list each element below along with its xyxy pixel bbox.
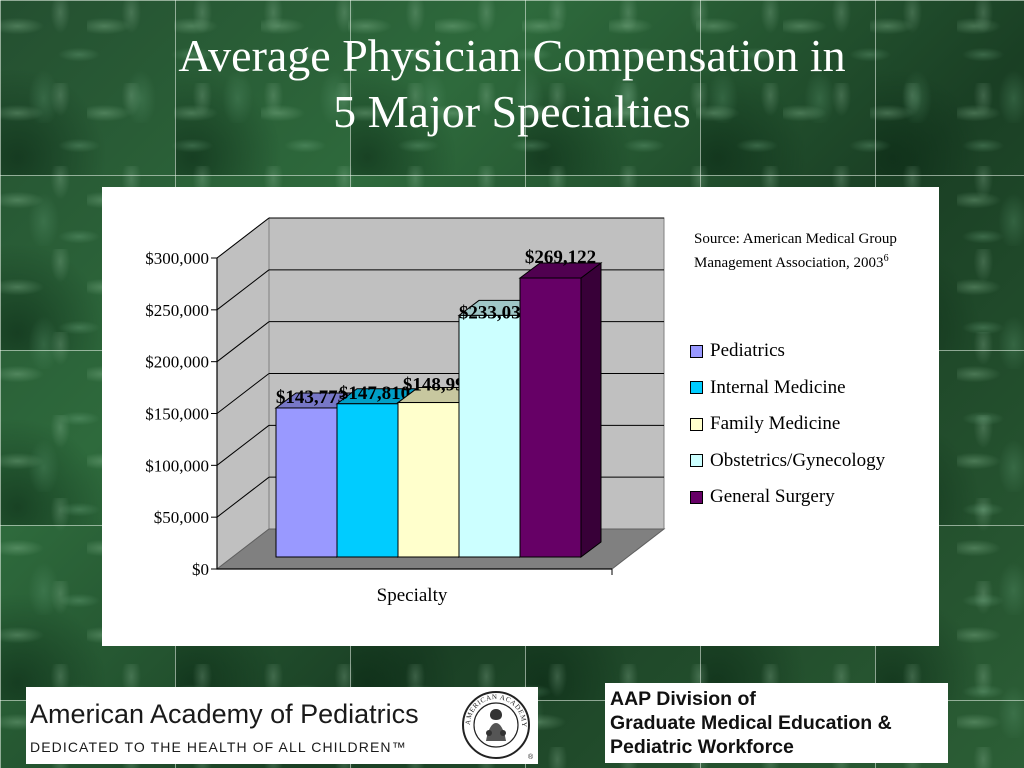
gridline-side — [216, 476, 270, 518]
y-tick-label: $100,000 — [145, 456, 209, 475]
bar — [397, 402, 460, 558]
y-tick-label: $50,000 — [154, 508, 209, 527]
slide-title: Average Physician Compensation in 5 Majo… — [0, 28, 1024, 140]
y-tick-label: $300,000 — [145, 249, 209, 268]
chart-legend: Pediatrics Internal Medicine Family Medici… — [690, 333, 930, 516]
legend-label: Pediatrics — [710, 340, 785, 362]
data-label: $148,992 — [403, 375, 474, 396]
source-text: Source: American Medical Group Managemen… — [694, 231, 897, 271]
y-tick-label: $0 — [192, 560, 209, 579]
data-label: $233,030 — [459, 302, 530, 323]
data-label: $269,122 — [525, 247, 596, 268]
bar — [336, 403, 399, 558]
gridline-side — [216, 373, 270, 414]
legend-label: Family Medicine — [710, 413, 841, 435]
aap-logo: American Academy of Pediatrics DEDICATED… — [26, 687, 538, 764]
legend-item: Obstetrics/Gynecology — [690, 443, 930, 480]
legend-swatch — [690, 454, 703, 468]
legend-swatch — [690, 381, 703, 395]
bar — [519, 277, 582, 558]
division-line-1: AAP Division of — [610, 688, 756, 710]
y-tick-label: $150,000 — [145, 405, 209, 424]
aap-seal-icon: AMERICAN ACADEMY OF PEDIATRICS ® — [458, 689, 534, 761]
division-text: AAP Division of Graduate Medical Educati… — [610, 687, 892, 759]
legend-swatch — [690, 344, 703, 358]
legend-item: Pediatrics — [690, 333, 930, 370]
data-label: $147,810 — [339, 383, 410, 404]
legend-label: Obstetrics/Gynecology — [710, 449, 886, 471]
svg-text:®: ® — [528, 753, 534, 761]
source-footnote: 6 — [883, 253, 889, 264]
chart-panel: $0 $50,000 $100,000 $150,000 $200,000 $250,00… — [102, 187, 939, 646]
gridline-side — [216, 321, 270, 363]
legend-label: General Surgery — [710, 486, 835, 508]
gridline-side — [216, 217, 270, 259]
legend-item: Family Medicine — [690, 406, 930, 443]
slide-title-line-2: 5 Major Specialties — [333, 86, 691, 137]
data-label: $143,773 — [276, 387, 347, 408]
legend-item: General Surgery — [690, 479, 930, 516]
aap-logo-name: American Academy of Pediatrics — [30, 699, 419, 729]
bar-side — [580, 262, 602, 558]
legend-swatch — [690, 417, 703, 431]
x-axis-label: Specialty — [377, 585, 448, 606]
gridline-side — [216, 269, 270, 311]
y-tick-label: $200,000 — [145, 353, 209, 372]
gridline-side — [216, 424, 270, 466]
bar-chart: $0 $50,000 $100,000 $150,000 $200,000 $250,00… — [145, 216, 666, 606]
division-logo: AAP Division of Graduate Medical Educati… — [605, 683, 948, 763]
division-line-2: Graduate Medical Education & — [610, 712, 892, 734]
source-note: Source: American Medical Group Managemen… — [694, 229, 914, 273]
legend-swatch — [690, 490, 703, 504]
legend-item: Internal Medicine — [690, 370, 930, 407]
y-tick-label: $250,000 — [145, 301, 209, 320]
aap-logo-tagline: DEDICATED TO THE HEALTH OF ALL CHILDREN™ — [30, 739, 407, 755]
slide-title-line-1: Average Physician Compensation in — [178, 30, 846, 81]
bar — [458, 314, 521, 558]
bar — [275, 407, 338, 558]
division-line-3: Pediatric Workforce — [610, 736, 794, 758]
legend-label: Internal Medicine — [710, 376, 846, 398]
